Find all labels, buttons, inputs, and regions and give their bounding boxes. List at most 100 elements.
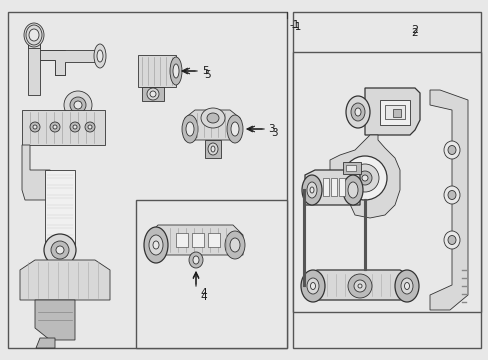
Bar [138,55,176,87]
Ellipse shape [56,246,64,254]
Ellipse shape [347,182,357,198]
Polygon shape [45,170,75,250]
Polygon shape [35,300,75,340]
Ellipse shape [443,231,459,249]
Ellipse shape [229,238,240,252]
Bar [323,178,328,196]
Bar [176,233,187,247]
Ellipse shape [74,101,82,109]
Ellipse shape [24,23,44,47]
Ellipse shape [306,182,316,198]
Bar [346,165,355,171]
Bar [204,140,221,158]
Ellipse shape [170,57,182,85]
Ellipse shape [361,175,367,181]
Polygon shape [36,338,55,348]
Ellipse shape [230,122,239,136]
Bar [342,162,360,174]
Polygon shape [184,110,240,140]
Ellipse shape [88,125,92,129]
Ellipse shape [306,278,318,294]
Polygon shape [148,225,243,255]
Bar [338,178,345,196]
Ellipse shape [404,283,408,289]
Ellipse shape [447,235,455,244]
Text: -1: -1 [288,20,299,30]
Text: 2: 2 [411,28,417,38]
Bar [136,200,286,348]
Ellipse shape [97,50,103,62]
Bar [142,87,163,101]
Text: 4: 4 [200,288,206,298]
Ellipse shape [149,235,163,255]
Polygon shape [22,110,105,145]
Bar [330,178,336,196]
Ellipse shape [347,274,371,298]
Ellipse shape [447,190,455,199]
Ellipse shape [302,175,321,205]
Ellipse shape [346,96,369,128]
Ellipse shape [357,284,361,288]
Ellipse shape [443,186,459,204]
Text: 5: 5 [202,66,208,76]
Ellipse shape [201,108,224,128]
Ellipse shape [94,44,106,68]
Ellipse shape [64,91,92,119]
Polygon shape [20,260,110,300]
Ellipse shape [30,122,40,132]
Ellipse shape [53,125,57,129]
Ellipse shape [29,29,39,41]
Bar [192,233,203,247]
Text: 5: 5 [203,70,210,80]
Ellipse shape [147,88,159,100]
Text: 3: 3 [267,124,274,134]
Ellipse shape [310,283,315,289]
Bar [384,105,404,119]
Ellipse shape [173,64,179,78]
Ellipse shape [226,115,243,143]
Ellipse shape [33,125,37,129]
Polygon shape [28,28,65,95]
Ellipse shape [73,125,77,129]
Ellipse shape [182,115,198,143]
Bar [379,100,409,125]
Ellipse shape [50,122,60,132]
Ellipse shape [153,241,159,249]
Text: 2: 2 [410,25,418,35]
Text: 4: 4 [200,292,206,302]
Ellipse shape [206,113,219,123]
Ellipse shape [210,146,215,152]
Polygon shape [22,145,55,200]
Ellipse shape [150,91,156,97]
Text: -1: -1 [290,22,301,32]
Ellipse shape [342,156,386,200]
Bar [207,233,220,247]
Text: 3: 3 [270,128,277,138]
Ellipse shape [443,141,459,159]
Ellipse shape [70,97,86,113]
Ellipse shape [301,270,325,302]
Ellipse shape [350,164,378,192]
Bar [292,52,480,312]
Ellipse shape [224,231,244,259]
Ellipse shape [350,103,364,121]
Bar [292,12,480,348]
Ellipse shape [185,122,194,136]
Ellipse shape [51,241,69,259]
Ellipse shape [353,280,365,292]
Polygon shape [305,270,414,300]
Ellipse shape [44,234,76,266]
Ellipse shape [85,122,95,132]
Ellipse shape [189,252,203,268]
Ellipse shape [400,278,412,294]
Polygon shape [364,88,419,135]
Polygon shape [40,50,100,75]
Polygon shape [329,135,399,218]
Ellipse shape [309,187,313,193]
Ellipse shape [143,227,168,263]
Ellipse shape [193,256,199,264]
Polygon shape [28,28,40,48]
Bar [8,12,286,348]
Ellipse shape [207,143,218,155]
Polygon shape [305,170,359,205]
